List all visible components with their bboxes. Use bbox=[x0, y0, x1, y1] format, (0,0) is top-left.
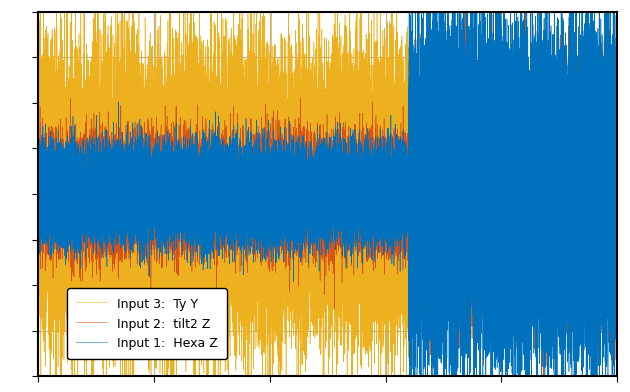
Input 2:  tilt2 Z: (1.91e+04, 0.096): tilt2 Z: (1.91e+04, 0.096) bbox=[256, 174, 263, 179]
Input 1:  Hexa Z: (1.91e+04, 0.0113): Hexa Z: (1.91e+04, 0.0113) bbox=[256, 190, 263, 194]
Input 1:  Hexa Z: (0, 0.124): Hexa Z: (0, 0.124) bbox=[34, 169, 42, 174]
Line: Input 1:  Hexa Z: Input 1: Hexa Z bbox=[38, 0, 617, 392]
Input 2:  tilt2 Z: (3.71e+04, 0.588): tilt2 Z: (3.71e+04, 0.588) bbox=[464, 85, 472, 89]
Legend: Input 3:  Ty Y, Input 2:  tilt2 Z, Input 1:  Hexa Z: Input 3: Ty Y, Input 2: tilt2 Z, Input 1… bbox=[67, 288, 227, 359]
Input 2:  tilt2 Z: (2.71e+04, -0.105): tilt2 Z: (2.71e+04, -0.105) bbox=[348, 211, 356, 216]
Input 2:  tilt2 Z: (0, 0.0137): tilt2 Z: (0, 0.0137) bbox=[34, 189, 42, 194]
Input 1:  Hexa Z: (3.01e+04, -0.118): Hexa Z: (3.01e+04, -0.118) bbox=[383, 213, 391, 218]
Input 3:  Ty Y: (1.92e+04, -0.316): Ty Y: (1.92e+04, -0.316) bbox=[256, 249, 263, 254]
Input 3:  Ty Y: (3.71e+04, 0.0492): Ty Y: (3.71e+04, 0.0492) bbox=[464, 183, 472, 187]
Line: Input 3:  Ty Y: Input 3: Ty Y bbox=[38, 0, 617, 392]
Input 1:  Hexa Z: (5e+04, 0.323): Hexa Z: (5e+04, 0.323) bbox=[614, 133, 621, 138]
Input 1:  Hexa Z: (1.2e+04, 0.0318): Hexa Z: (1.2e+04, 0.0318) bbox=[173, 186, 181, 191]
Input 2:  tilt2 Z: (3.69e+04, 1.07): tilt2 Z: (3.69e+04, 1.07) bbox=[462, 0, 469, 1]
Input 2:  tilt2 Z: (4.54e+04, -1.04): tilt2 Z: (4.54e+04, -1.04) bbox=[560, 381, 568, 385]
Input 3:  Ty Y: (2.71e+04, -0.0556): Ty Y: (2.71e+04, -0.0556) bbox=[348, 202, 356, 207]
Input 3:  Ty Y: (3.4e+03, -0.142): Ty Y: (3.4e+03, -0.142) bbox=[74, 218, 81, 222]
Input 2:  tilt2 Z: (5e+04, 0.0336): tilt2 Z: (5e+04, 0.0336) bbox=[614, 185, 621, 190]
Line: Input 2:  tilt2 Z: Input 2: tilt2 Z bbox=[38, 0, 617, 383]
Input 3:  Ty Y: (0, 0.174): Ty Y: (0, 0.174) bbox=[34, 160, 42, 165]
Input 2:  tilt2 Z: (3.4e+03, 0.0308): tilt2 Z: (3.4e+03, 0.0308) bbox=[74, 186, 81, 191]
Input 1:  Hexa Z: (2.71e+04, 0.178): Hexa Z: (2.71e+04, 0.178) bbox=[348, 159, 356, 164]
Input 2:  tilt2 Z: (3.01e+04, -0.0159): tilt2 Z: (3.01e+04, -0.0159) bbox=[383, 194, 391, 199]
Input 3:  Ty Y: (1.2e+04, 0.151): Ty Y: (1.2e+04, 0.151) bbox=[173, 164, 181, 169]
Input 3:  Ty Y: (3.01e+04, -0.331): Ty Y: (3.01e+04, -0.331) bbox=[383, 252, 391, 257]
Input 1:  Hexa Z: (3.71e+04, 0.383): Hexa Z: (3.71e+04, 0.383) bbox=[464, 122, 472, 127]
Input 1:  Hexa Z: (3.4e+03, 0.0733): Hexa Z: (3.4e+03, 0.0733) bbox=[74, 178, 81, 183]
Input 2:  tilt2 Z: (1.2e+04, 0.179): tilt2 Z: (1.2e+04, 0.179) bbox=[173, 159, 181, 164]
Input 3:  Ty Y: (5e+04, 0.273): Ty Y: (5e+04, 0.273) bbox=[614, 142, 621, 147]
